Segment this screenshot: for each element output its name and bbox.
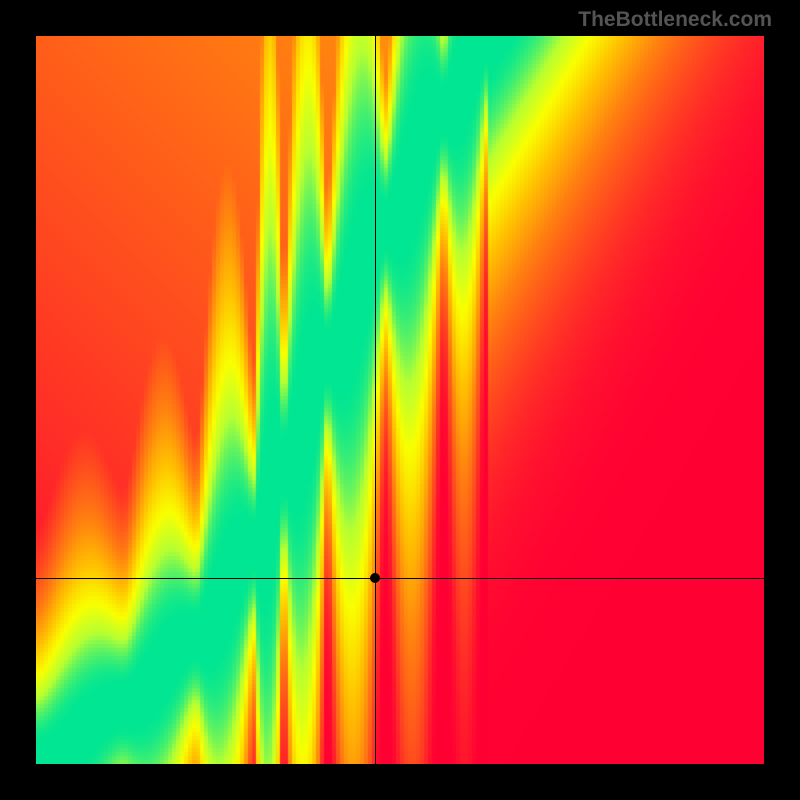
heatmap-canvas [36, 36, 764, 764]
crosshair-marker [370, 573, 380, 583]
crosshair-horizontal [36, 578, 764, 579]
heatmap-plot [36, 36, 764, 764]
watermark-text: TheBottleneck.com [578, 8, 772, 32]
crosshair-vertical [375, 36, 376, 764]
